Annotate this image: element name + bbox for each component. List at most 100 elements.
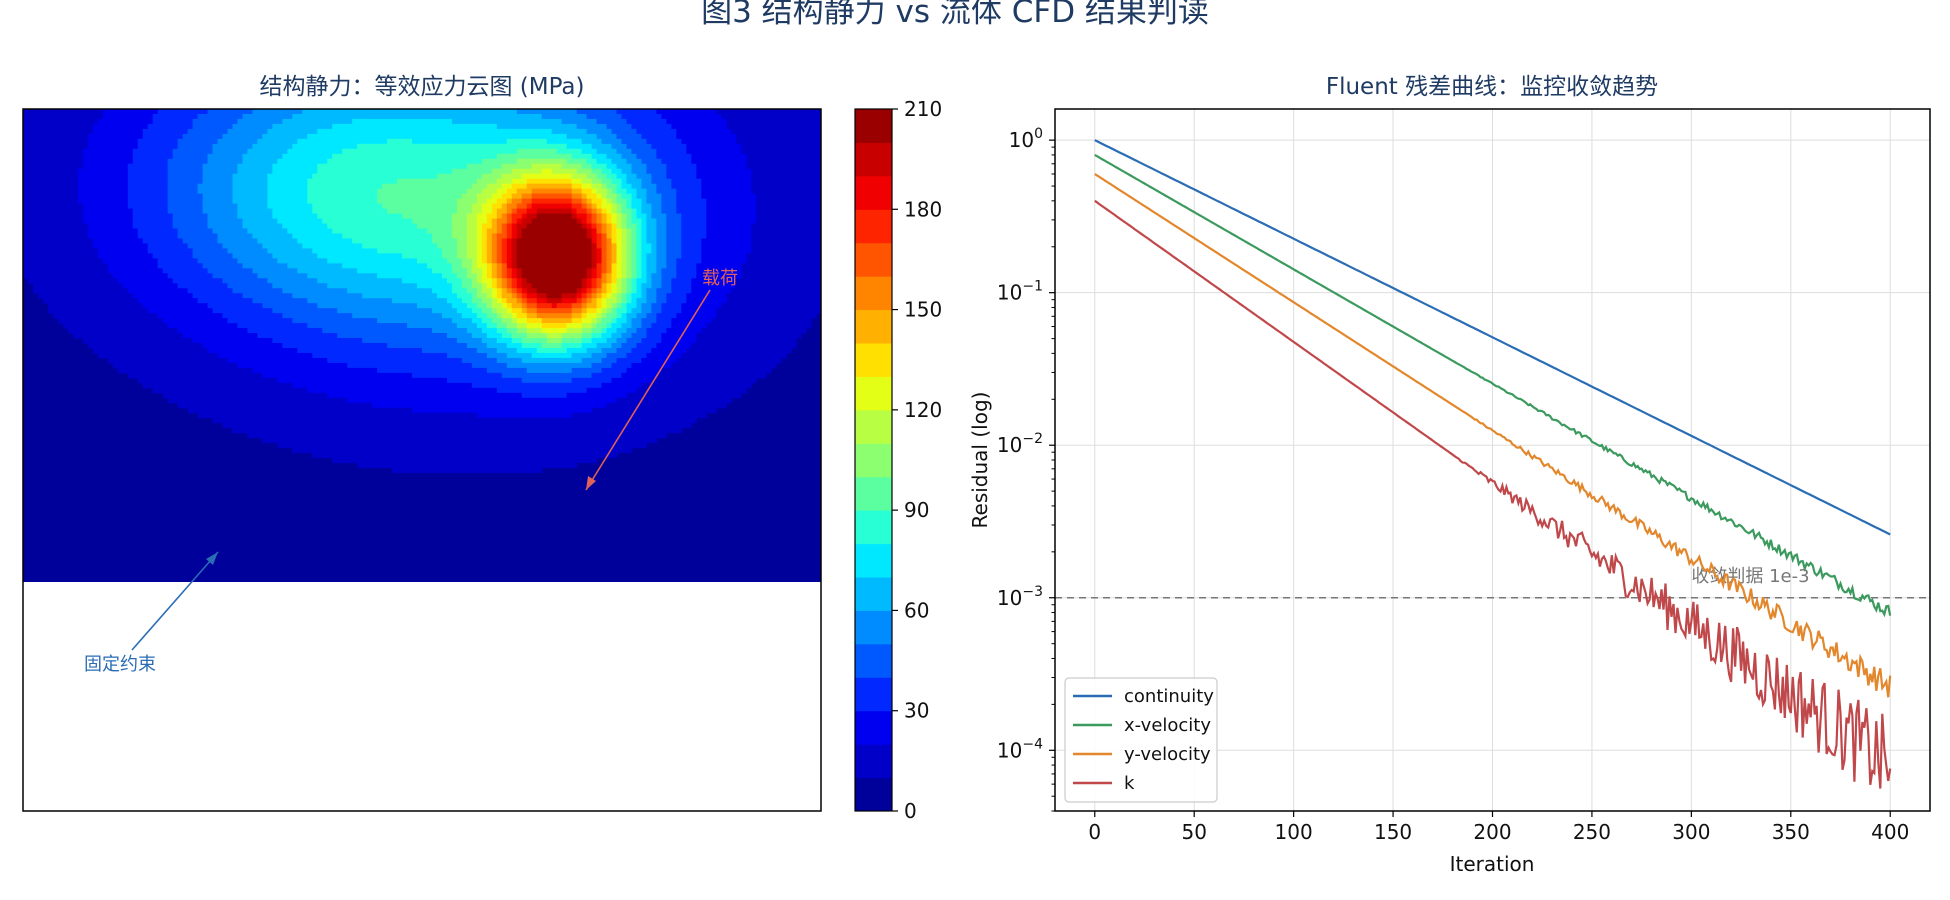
contour-cell [167,178,204,185]
contour-cell [591,362,613,369]
contour-cell [491,258,498,264]
contour-cell [581,163,593,170]
contour-cell [746,163,821,170]
contour-cell [267,128,318,135]
contour-cell [23,168,79,175]
contour-cell [422,347,478,354]
y-tick-label: 10−1 [997,279,1043,305]
contour-cell [526,328,543,334]
contour-cell [606,263,613,269]
contour-cell [511,288,518,294]
contour-cell [701,258,747,264]
contour-cell [167,198,204,205]
contour-cell [561,343,583,349]
contour-cell [686,148,742,155]
contour-cell [566,133,598,140]
contour-cell [82,203,129,210]
contour-cell [591,298,598,304]
contour-cell [481,338,498,344]
contour-cell [546,338,563,344]
contour-cell [431,238,458,245]
contour-cell [636,253,643,259]
contour-cell [486,218,493,225]
contour-cell [481,283,488,289]
contour-cell [511,238,518,245]
contour-cell [297,138,388,145]
contour-cell [312,208,388,215]
contour-cell [172,278,224,284]
contour-cell [147,123,194,130]
contour-cell [631,318,643,324]
contour-cell [501,318,513,324]
contour-cell [212,148,249,155]
contour-cell [606,298,618,304]
contour-cell [561,293,578,299]
contour-cell [611,273,618,279]
contour-cell [641,198,648,205]
contour-cell [681,218,707,225]
contour-cell [461,298,473,304]
contour-cell [641,203,653,210]
contour-cell [77,178,129,185]
contour-cell [292,113,543,120]
contour-cell [327,357,463,364]
contour-cell [636,268,643,274]
contour-cell [601,213,608,220]
contour-cell [456,323,478,329]
contour-cell [616,223,623,230]
contour-cell [596,323,608,329]
contour-cell [466,223,478,230]
contour-cell [641,338,662,344]
contour-cell [586,298,593,304]
contour-cell [756,208,821,215]
contour-cell [691,288,732,294]
contour-cell [501,223,508,230]
contour-cell [77,168,129,175]
contour-cell [751,168,821,175]
contour-cell [212,228,249,235]
contour-cell [481,308,493,314]
contour-cell [227,283,273,289]
contour-cell [701,188,752,195]
contour-cell [516,253,593,259]
contour-cell [646,293,658,299]
contour-cell [23,128,94,135]
colorbar-tick-label: 180 [904,197,942,221]
contour-cell [481,223,493,230]
contour-cell [591,372,623,379]
contour-cell [601,258,608,264]
contour-cell [656,148,687,155]
contour-cell [696,333,802,339]
contour-cell [496,223,503,230]
contour-cell [566,328,583,334]
contour-cell [636,208,643,215]
contour-cell [207,268,254,274]
contour-cell [731,128,821,135]
contour-cell [631,163,648,170]
contour-cell [272,283,328,289]
contour-cell [232,178,268,185]
contour-cell [621,303,628,309]
contour-cell [32,283,124,289]
contour-cell [23,228,89,235]
contour-cell [202,178,234,185]
contour-cell [272,213,318,220]
contour-cell [247,148,288,155]
contour-cell [207,213,239,220]
contour-cell [661,198,677,205]
contour-cell [601,298,608,304]
contour-cell [621,203,628,210]
contour-cell [636,173,653,180]
contour-cell [701,253,747,259]
contour-cell [486,233,493,240]
contour-cell [491,168,513,175]
contour-cell [601,183,608,190]
contour-cell [521,173,573,180]
contour-cell [641,158,662,165]
contour-cell [451,168,493,175]
contour-cell [307,323,408,329]
contour-cell [521,228,588,235]
contour-cell [646,333,662,339]
contour-cell [616,347,633,354]
